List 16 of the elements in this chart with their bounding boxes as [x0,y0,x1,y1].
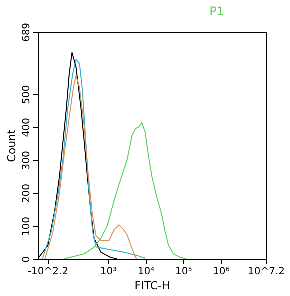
chart-title: P1 [210,4,225,18]
y-tick-label: 400 [22,118,32,138]
x-tick-label: 10³ [100,266,118,278]
x-tick-label: -10^2.2 [28,266,69,278]
x-tick-label: 10⁶ [213,266,230,278]
y-tick-label: 100 [22,217,32,236]
x-axis-title: FITC-H [134,280,170,292]
y-tick-label: 500 [22,85,32,104]
x-tick-label: 10^7.2 [248,266,286,278]
y-tick-label: 300 [22,151,32,170]
y-axis-title: Count [6,128,18,162]
y-tick-label: 689 [22,22,32,42]
y-tick-label: 0 [22,256,32,263]
y-tick-label: 200 [22,184,32,204]
x-tick-label: 10⁴ [138,266,155,278]
x-tick-label: 10⁵ [175,266,192,278]
